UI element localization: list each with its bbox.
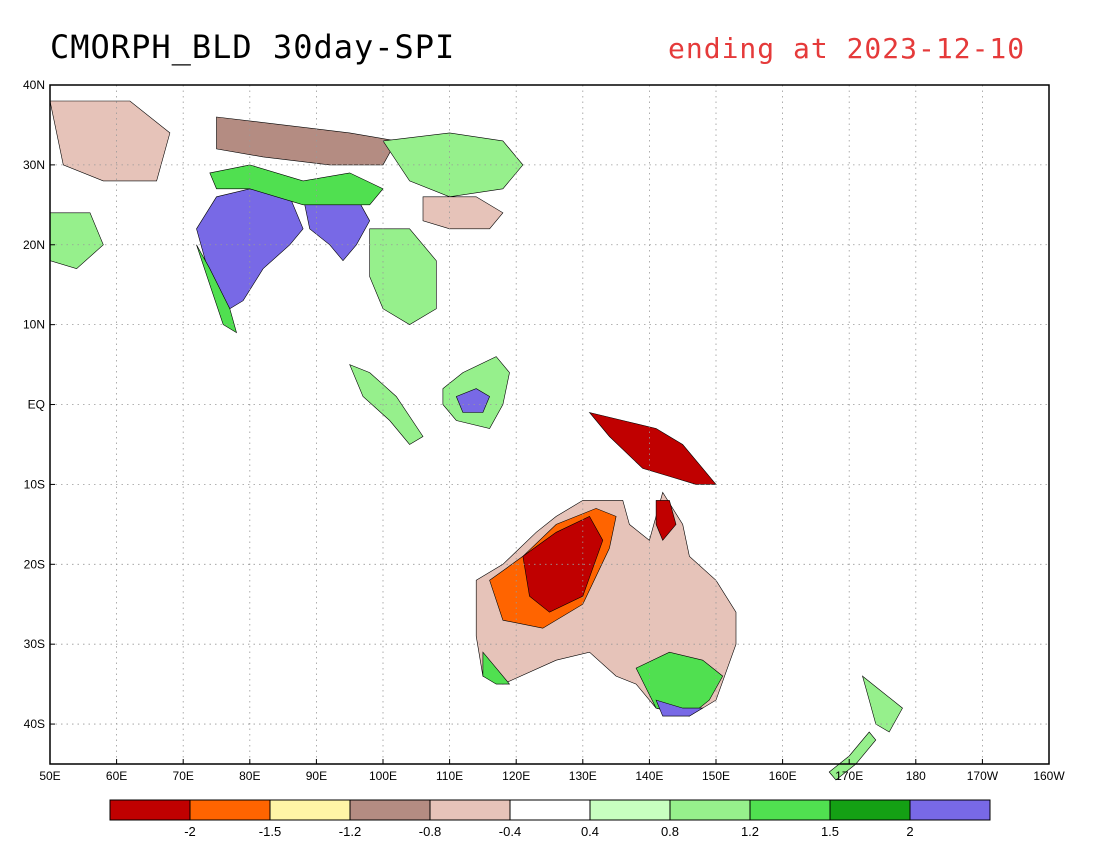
colorbar-label: 2 bbox=[906, 824, 913, 839]
colorbar-swatch bbox=[269, 799, 351, 821]
colorbar-swatch bbox=[909, 799, 991, 821]
lon-tick-label: 130E bbox=[569, 769, 597, 783]
lat-tick-label: 10N bbox=[23, 318, 45, 332]
colorbar-label: -1.2 bbox=[339, 824, 361, 839]
region-new-guinea-red bbox=[588, 411, 717, 485]
colorbar-swatch bbox=[429, 799, 511, 821]
spi-regions bbox=[49, 100, 903, 781]
colorbar-swatch bbox=[749, 799, 831, 821]
lat-tick-label: 20S bbox=[24, 557, 45, 571]
region-arabia-brown bbox=[49, 100, 171, 182]
map-grid bbox=[50, 85, 1049, 764]
region-australia-sw-green bbox=[482, 651, 511, 685]
colorbar-swatch bbox=[589, 799, 671, 821]
lon-tick-label: 150E bbox=[702, 769, 730, 783]
lon-tick-label: 140E bbox=[635, 769, 663, 783]
lon-tick-label: 160E bbox=[769, 769, 797, 783]
map-title: CMORPH_BLD 30day-SPI bbox=[50, 28, 456, 66]
colorbar-label: 0.8 bbox=[661, 824, 679, 839]
region-cape-york-red bbox=[655, 500, 677, 541]
colorbar-swatch bbox=[189, 799, 271, 821]
lat-tick-label: 20N bbox=[23, 238, 45, 252]
region-arabia-green bbox=[49, 212, 104, 270]
lat-tick-label: 30S bbox=[24, 637, 45, 651]
lon-tick-label: 180 bbox=[906, 769, 926, 783]
colorbar-label: 1.2 bbox=[741, 824, 759, 839]
lat-tick-label: 40N bbox=[23, 78, 45, 92]
colorbar-label: -0.4 bbox=[499, 824, 521, 839]
lon-tick-label: 170W bbox=[967, 769, 999, 783]
lon-tick-label: 120E bbox=[502, 769, 530, 783]
region-borneo-purple bbox=[455, 388, 490, 413]
lat-tick-label: 10S bbox=[24, 477, 45, 491]
lon-tick-label: 60E bbox=[106, 769, 127, 783]
lon-tick-label: 70E bbox=[173, 769, 194, 783]
region-se-asia-green bbox=[369, 228, 437, 325]
colorbar-label: 1.5 bbox=[821, 824, 839, 839]
region-nz-green bbox=[861, 675, 903, 733]
colorbar-swatch bbox=[509, 799, 591, 821]
lat-tick-label: 30N bbox=[23, 158, 45, 172]
lon-tick-label: 90E bbox=[306, 769, 327, 783]
lon-tick-label: 170E bbox=[835, 769, 863, 783]
lon-tick-label: 110E bbox=[436, 769, 463, 783]
colorbar-swatch bbox=[109, 799, 191, 821]
colorbar-label: -2 bbox=[184, 824, 196, 839]
colorbar-label: 0.4 bbox=[581, 824, 599, 839]
colorbar-swatch bbox=[669, 799, 751, 821]
map-frame bbox=[49, 84, 1050, 765]
region-india-west-green bbox=[196, 244, 237, 334]
lon-tick-label: 160W bbox=[1033, 769, 1065, 783]
region-australia-south-purple bbox=[655, 699, 704, 717]
lat-ticks: 40N 30N 20N 10N EQ 10S 20S 30S 40S bbox=[23, 78, 55, 731]
map-subtitle-date: ending at 2023-12-10 bbox=[668, 32, 1026, 65]
region-tibet-brown bbox=[216, 116, 397, 166]
colorbar-swatch bbox=[349, 799, 431, 821]
lat-tick-label: 40S bbox=[24, 717, 45, 731]
colorbar-label: -0.8 bbox=[419, 824, 441, 839]
lat-tick-label: EQ bbox=[28, 398, 45, 412]
lon-ticks: 50E 60E 70E 80E 90E 100E 110E 120E 130E 140E 150E 1… bbox=[39, 759, 1065, 783]
lon-tick-label: 100E bbox=[369, 769, 397, 783]
region-china-south-brown bbox=[422, 196, 504, 230]
lon-tick-label: 50E bbox=[39, 769, 60, 783]
lon-tick-label: 80E bbox=[239, 769, 260, 783]
colorbar: -2 -1.5 -1.2 -0.8 -0.4 0.4 0.8 1.2 1.5 2 bbox=[109, 799, 991, 839]
region-himalaya-green bbox=[209, 164, 384, 206]
colorbar-label: -1.5 bbox=[259, 824, 281, 839]
colorbar-swatch bbox=[829, 799, 911, 821]
